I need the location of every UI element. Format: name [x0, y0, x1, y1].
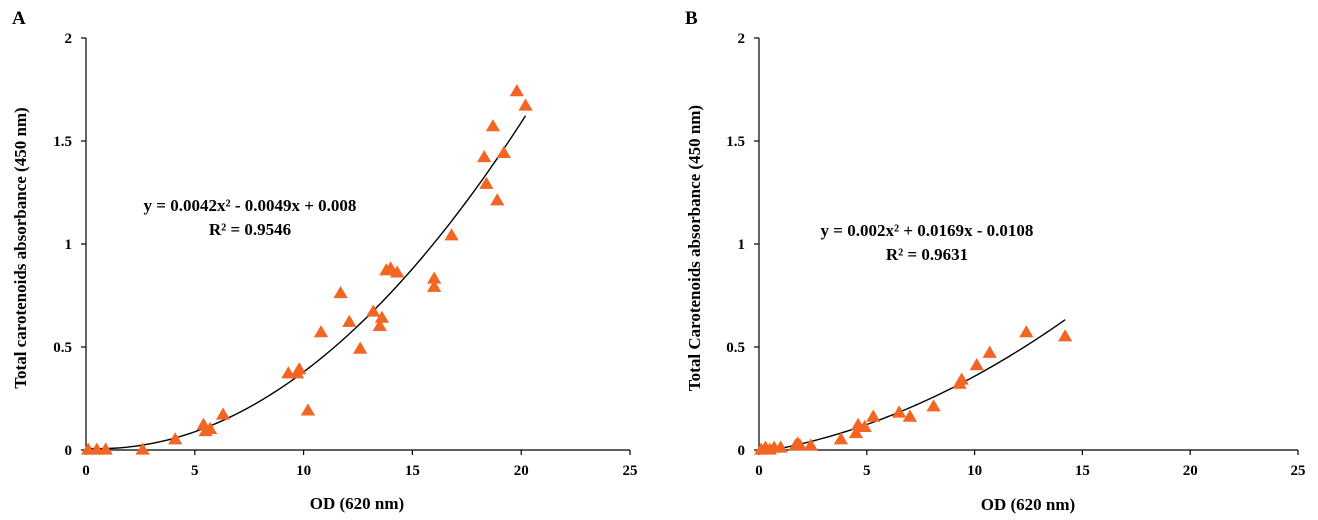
plot-area-a: 00.511.520 5 10 15 20 25: [53, 31, 637, 479]
chart-panel-a: A Total carotenoids absorbance (450 nm) …: [11, 8, 638, 513]
data-point-a: [479, 176, 494, 189]
data-point-b: [848, 426, 864, 439]
data-point-a: [390, 265, 405, 278]
data-point-a: [374, 310, 390, 323]
trendline-equation-b: y = 0.002x² + 0.0169x - 0.0108: [821, 221, 1034, 240]
data-point-b: [892, 405, 907, 418]
data-point-a: [518, 98, 533, 111]
x-tick-label-b: 20: [1183, 463, 1198, 479]
data-point-a: [372, 318, 387, 332]
data-point-a: [496, 145, 511, 159]
data-point-a: [366, 304, 381, 317]
data-point-b: [803, 438, 818, 451]
data-point-b: [902, 409, 918, 422]
x-tick-label-a: 0: [82, 463, 90, 479]
data-point-b: [857, 419, 872, 432]
data-point-b: [773, 440, 788, 453]
data-point-a: [300, 403, 316, 416]
x-tick-label-b: 25: [1291, 463, 1306, 479]
trendline-b: [758, 319, 1066, 453]
data-point-a: [485, 119, 501, 132]
data-point-b: [969, 358, 984, 371]
y-tick-label-b: 1: [738, 237, 746, 253]
data-point-b: [926, 399, 941, 412]
x-tick-label-b: 15: [1075, 463, 1090, 479]
y-tick-label-a: 1.5: [53, 134, 72, 150]
y-axis-title-a: Total carotenoids absorbance (450 nm): [11, 107, 30, 388]
data-point-a: [168, 432, 183, 445]
panel-label-b: B: [685, 8, 698, 29]
x-tick-label-a: 5: [191, 463, 199, 479]
x-axis-title-a: OD (620 nm): [310, 494, 404, 513]
data-point-b: [1058, 329, 1073, 342]
y-tick-label-b: 1.5: [726, 134, 745, 150]
data-point-a: [215, 407, 231, 420]
y-tick-label-a: 1: [65, 237, 73, 253]
data-point-b: [833, 432, 849, 445]
data-point-a: [292, 362, 307, 375]
data-point-b: [1019, 325, 1034, 338]
y-tick-label-b: 2: [738, 31, 746, 47]
data-point-a: [427, 279, 442, 292]
trendline-r-squared-b: R² = 0.9631: [886, 245, 968, 264]
y-tick-label-a: 0.5: [53, 340, 72, 356]
trendline-equation-a: y = 0.0042x² - 0.0049x + 0.008: [144, 196, 357, 215]
x-tick-label-a: 15: [405, 463, 420, 479]
x-tick-label-a: 10: [296, 463, 311, 479]
plot-area-b: 00.511.520 5 10 15 20 25: [726, 31, 1305, 479]
y-tick-label-a: 0: [65, 443, 73, 459]
data-point-b: [866, 409, 881, 422]
panel-label-a: A: [12, 8, 26, 29]
data-point-a: [477, 149, 492, 163]
x-tick-label-a: 20: [514, 463, 529, 479]
data-point-a: [383, 261, 398, 274]
data-point-a: [98, 442, 113, 455]
x-tick-label-b: 0: [755, 463, 763, 479]
y-tick-label-a: 2: [65, 31, 73, 47]
x-tick-label-a: 25: [623, 463, 638, 479]
data-point-a: [509, 84, 524, 97]
data-point-b: [792, 438, 808, 451]
trendline-r-squared-a: R² = 0.9546: [209, 220, 291, 239]
y-tick-label-b: 0.5: [726, 340, 745, 356]
data-point-a: [427, 271, 442, 284]
x-tick-label-b: 5: [863, 463, 871, 479]
x-axis-title-b: OD (620 nm): [981, 495, 1075, 514]
y-axis-title-b: Total Carotenoids absorbance (450 nm): [685, 105, 704, 391]
data-point-a: [313, 325, 329, 338]
data-point-a: [333, 285, 348, 299]
data-point-b: [982, 345, 997, 358]
data-point-a: [444, 228, 459, 241]
trendline-a: [85, 115, 527, 450]
data-point-a: [353, 341, 368, 354]
data-point-a: [342, 314, 357, 327]
chart-panel-b: B Total Carotenoids absorbance (450 nm) …: [685, 8, 1306, 514]
x-tick-label-b: 10: [967, 463, 982, 479]
data-point-a: [202, 421, 218, 435]
y-tick-label-b: 0: [738, 443, 746, 459]
data-point-b: [954, 372, 969, 385]
data-point-a: [135, 442, 150, 455]
data-point-a: [490, 193, 505, 206]
